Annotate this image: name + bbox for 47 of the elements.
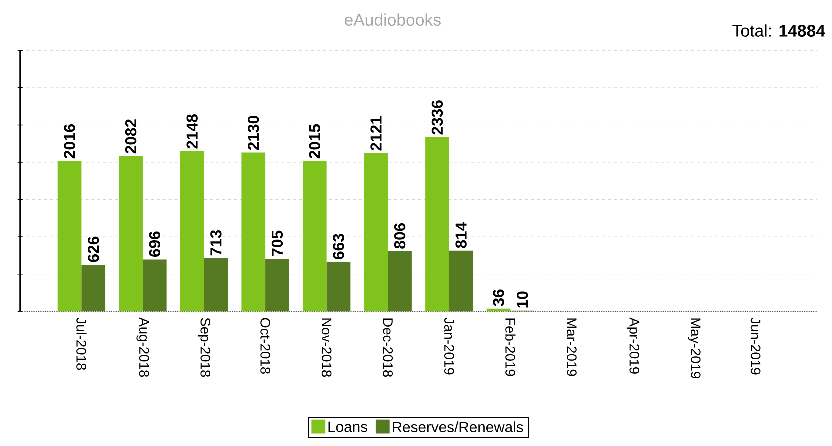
x-tick-label: Feb-2019 bbox=[506, 318, 516, 376]
x-tick-label: Jul-2018 bbox=[76, 318, 87, 370]
data-label: 626 bbox=[88, 236, 100, 262]
bar bbox=[426, 137, 450, 312]
data-label: 705 bbox=[272, 230, 284, 256]
x-tick-label: Aug-2018 bbox=[136, 318, 150, 378]
data-label: 2082 bbox=[125, 120, 137, 154]
data-label: 2016 bbox=[64, 124, 76, 159]
data-label: 2130 bbox=[248, 116, 260, 150]
data-label: 2121 bbox=[370, 116, 382, 151]
x-tick-label: Jun-2019 bbox=[750, 318, 761, 375]
data-label: 663 bbox=[333, 234, 344, 260]
bar bbox=[302, 161, 327, 312]
data-label: 814 bbox=[456, 222, 467, 248]
data-label: 2015 bbox=[309, 124, 321, 159]
bar bbox=[266, 259, 290, 312]
x-tick-label: Mar-2019 bbox=[567, 318, 577, 376]
bar bbox=[326, 262, 351, 312]
x-tick-label: Nov-2018 bbox=[322, 318, 332, 378]
legend-label: Reserves/Renewals bbox=[393, 422, 524, 433]
data-label: 713 bbox=[210, 230, 222, 256]
bar bbox=[449, 250, 474, 312]
data-label: 10 bbox=[516, 292, 528, 308]
data-label: 2336 bbox=[432, 100, 444, 135]
bar bbox=[388, 252, 412, 312]
bar bbox=[486, 308, 511, 312]
data-label: 36 bbox=[493, 290, 504, 306]
bar bbox=[82, 264, 106, 312]
chart-title: eAudiobooks bbox=[345, 14, 441, 26]
x-tick-label: May-2019 bbox=[688, 318, 701, 379]
bar bbox=[180, 151, 204, 312]
text: Total: 14884 bbox=[732, 24, 826, 37]
data-label: 2148 bbox=[186, 114, 198, 149]
bar bbox=[364, 153, 388, 312]
x-tick-label: Sep-2018 bbox=[198, 318, 211, 378]
legend-label: Loans bbox=[328, 422, 368, 432]
bar bbox=[58, 161, 82, 312]
bar bbox=[204, 258, 228, 312]
x-tick-label: Dec-2018 bbox=[383, 318, 394, 378]
x-tick-label: Apr-2019 bbox=[626, 318, 640, 374]
bar bbox=[119, 156, 143, 312]
x-tick-label: Jan-2019 bbox=[444, 318, 454, 375]
bar bbox=[242, 152, 266, 312]
bar bbox=[142, 260, 167, 312]
data-label: 696 bbox=[149, 232, 161, 257]
x-tick-label: Oct-2018 bbox=[260, 318, 270, 374]
data-label: 806 bbox=[394, 224, 406, 249]
